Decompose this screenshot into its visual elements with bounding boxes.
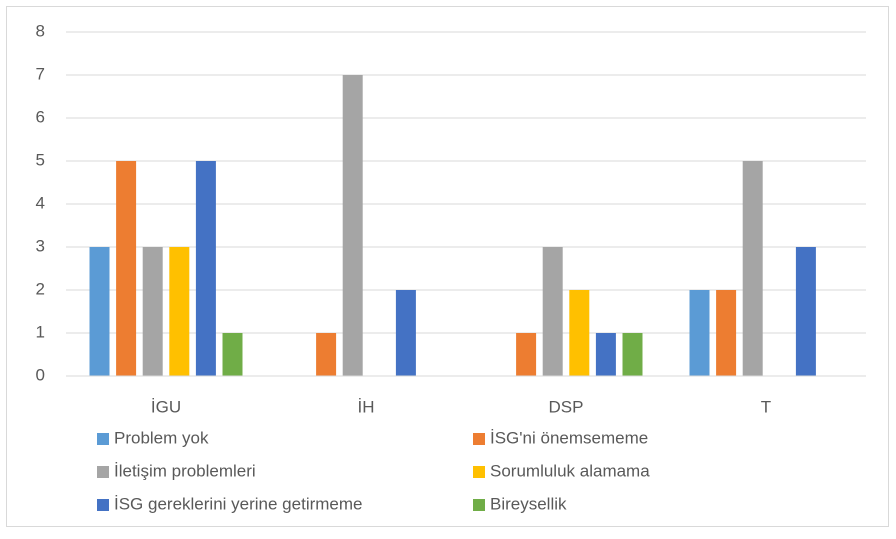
y-tick-label: 7 [36, 64, 45, 83]
bar [116, 161, 137, 376]
bar [316, 333, 337, 376]
bar [342, 75, 363, 376]
y-tick-label: 3 [36, 236, 45, 255]
legend-swatch [97, 466, 109, 478]
bar [542, 247, 563, 376]
y-tick-label: 2 [36, 279, 45, 298]
bar [716, 290, 737, 376]
bar [169, 247, 190, 376]
bar [222, 333, 243, 376]
legend-swatch [473, 466, 485, 478]
bar [795, 247, 816, 376]
bar [595, 333, 616, 376]
legend-label: Sorumluluk alamama [490, 461, 650, 480]
x-tick-label: İH [358, 397, 375, 416]
bar [516, 333, 537, 376]
x-tick-label: T [761, 397, 771, 416]
legend-label: Problem yok [114, 428, 209, 447]
legend-swatch [473, 499, 485, 511]
bar [89, 247, 110, 376]
bar [689, 290, 710, 376]
bar [395, 290, 416, 376]
y-tick-label: 0 [36, 365, 45, 384]
y-tick-label: 1 [36, 322, 45, 341]
x-tick-label: DSP [549, 397, 584, 416]
legend-label: İSG'ni önemsememe [490, 428, 648, 447]
y-tick-label: 8 [36, 21, 45, 40]
bar [142, 247, 163, 376]
legend-label: Bireysellik [490, 494, 567, 513]
legend-label: İSG gereklerini yerine getirmeme [114, 494, 362, 513]
bar [622, 333, 643, 376]
legend-swatch [473, 433, 485, 445]
legend-label: İletişim problemleri [114, 461, 256, 480]
y-tick-label: 5 [36, 150, 45, 169]
legend-swatch [97, 499, 109, 511]
y-tick-label: 4 [36, 193, 45, 212]
bar [195, 161, 216, 376]
legend-swatch [97, 433, 109, 445]
bar [569, 290, 590, 376]
y-tick-label: 6 [36, 107, 45, 126]
x-tick-label: İGU [151, 397, 181, 416]
bar [742, 161, 763, 376]
